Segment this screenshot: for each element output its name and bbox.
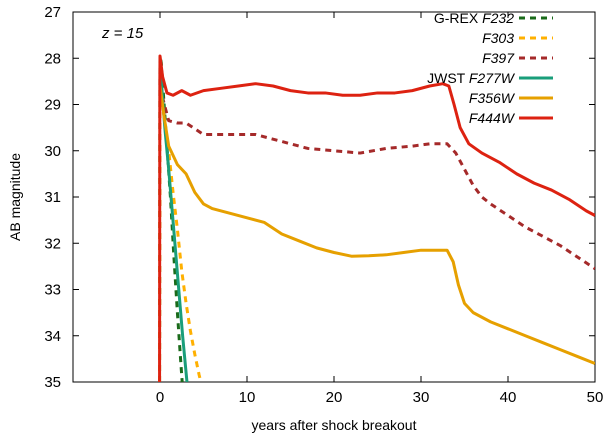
legend-label: F303	[482, 30, 514, 46]
legend-instrument: JWST	[427, 70, 469, 86]
legend-series-name: F277W	[469, 70, 516, 86]
y-tick-label: 32	[44, 235, 61, 252]
legend-label: F444W	[469, 110, 516, 126]
y-tick-label: 31	[44, 189, 61, 206]
series-line-f397	[158, 85, 595, 270]
legend-series-name: F356W	[469, 90, 516, 106]
redshift-annotation: z = 15	[101, 25, 144, 42]
legend-label: F397	[482, 50, 515, 66]
x-tick-label: 50	[587, 389, 604, 406]
y-tick-label: 27	[44, 4, 61, 21]
y-axis: 27 28 29 30 31 32 33 34 35	[44, 4, 595, 391]
x-axis: 0 10 20 30 40 50	[156, 12, 604, 406]
y-axis-label: AB magnitude	[7, 153, 23, 241]
x-axis-label: years after shock breakout	[252, 417, 417, 433]
y-tick-label: 35	[44, 374, 61, 391]
legend: G-REX F232 F303 F397 JWST F277W F356W F444W	[427, 10, 553, 126]
x-tick-label: 30	[413, 389, 430, 406]
y-tick-label: 28	[44, 50, 61, 67]
y-tick-label: 29	[44, 97, 61, 114]
legend-series-name: F303	[482, 30, 514, 46]
y-tick-label: 30	[44, 143, 61, 160]
legend-label: F356W	[469, 90, 516, 106]
y-tick-label: 33	[44, 282, 61, 299]
series-line-f356w	[158, 85, 595, 365]
plot-frame	[72, 11, 596, 383]
x-tick-label: 40	[500, 389, 517, 406]
y-tick-label: 34	[44, 328, 61, 345]
x-tick-label: 20	[326, 389, 343, 406]
x-tick-label: 10	[239, 389, 256, 406]
legend-series-name: F397	[482, 50, 515, 66]
series-layer	[158, 54, 595, 382]
legend-instrument: G-REX	[434, 10, 482, 26]
legend-series-name: F444W	[469, 110, 516, 126]
legend-series-name: F232	[482, 10, 514, 26]
series-line-f444w	[158, 54, 595, 382]
x-tick-label: 0	[156, 389, 164, 406]
legend-label: G-REX F232	[434, 10, 514, 26]
legend-label: JWST F277W	[427, 70, 516, 86]
